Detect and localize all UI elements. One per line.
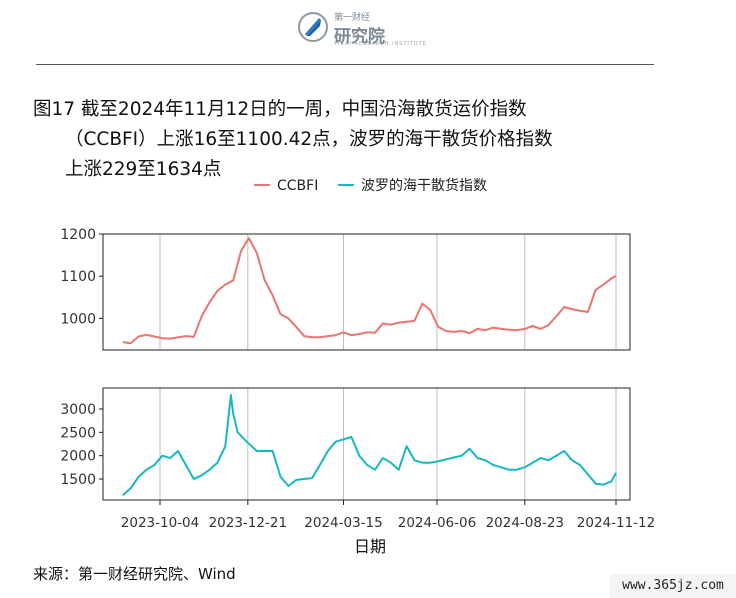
watermark: www.365jz.com <box>610 574 736 598</box>
panel-1-y-tick-label-1: 1000 <box>60 311 96 327</box>
x-tick-label-3: 2024-03-15 <box>304 515 382 531</box>
panel-1-y-tick-label-2: 1100 <box>60 269 96 285</box>
panel-2-y-tick-label-3: 2500 <box>60 425 96 441</box>
panel-2-series-line <box>122 394 617 497</box>
panel-2-y-tick-label-1: 1500 <box>60 472 96 488</box>
logo-name: 研究院 <box>334 27 385 47</box>
legend-label-ccbfi: CCBFI <box>277 178 318 194</box>
legend-label-bdi: 波罗的海干散货指数 <box>361 177 487 194</box>
figure-title-line-3: 上涨229至1634点 <box>65 159 222 180</box>
header-rule <box>36 64 654 65</box>
logo: 第一财经 研究院 YICAI RESEARCH INSTITUTE <box>298 10 426 48</box>
panel-1-frame <box>102 233 631 351</box>
x-tick-label-6: 2024-11-12 <box>577 515 655 531</box>
figure-title-line-1: 图17 截至2024年11月12日的一周，中国沿海散货运价指数 <box>33 99 527 120</box>
panel-2-y-tick-label-2: 2000 <box>60 449 96 465</box>
figure-title: 图17 截至2024年11月12日的一周，中国沿海散货运价指数 （CCBFI）上… <box>33 95 673 185</box>
panel-1-y-tick-label-3: 1200 <box>60 227 96 243</box>
logo-top-text: 第一财经 <box>334 13 371 23</box>
x-tick-label-5: 2024-08-23 <box>486 515 564 531</box>
panel-1-series-line <box>122 237 617 345</box>
logo-icon <box>298 12 328 42</box>
x-tick-label-1: 2023-10-04 <box>121 515 199 531</box>
logo-subtitle: YICAI RESEARCH INSTITUTE <box>334 41 427 47</box>
x-axis-title: 日期 <box>354 537 386 556</box>
source-note: 来源：第一财经研究院、Wind <box>33 565 236 583</box>
panel-2-frame <box>102 387 631 501</box>
x-tick-label-2: 2023-12-21 <box>209 515 287 531</box>
panel-2-y-tick-label-4: 3000 <box>60 402 96 418</box>
figure-title-line-2: （CCBFI）上涨16至1100.42点，波罗的海干散货价格指数 <box>65 129 553 150</box>
x-tick-label-4: 2024-06-06 <box>398 515 476 531</box>
